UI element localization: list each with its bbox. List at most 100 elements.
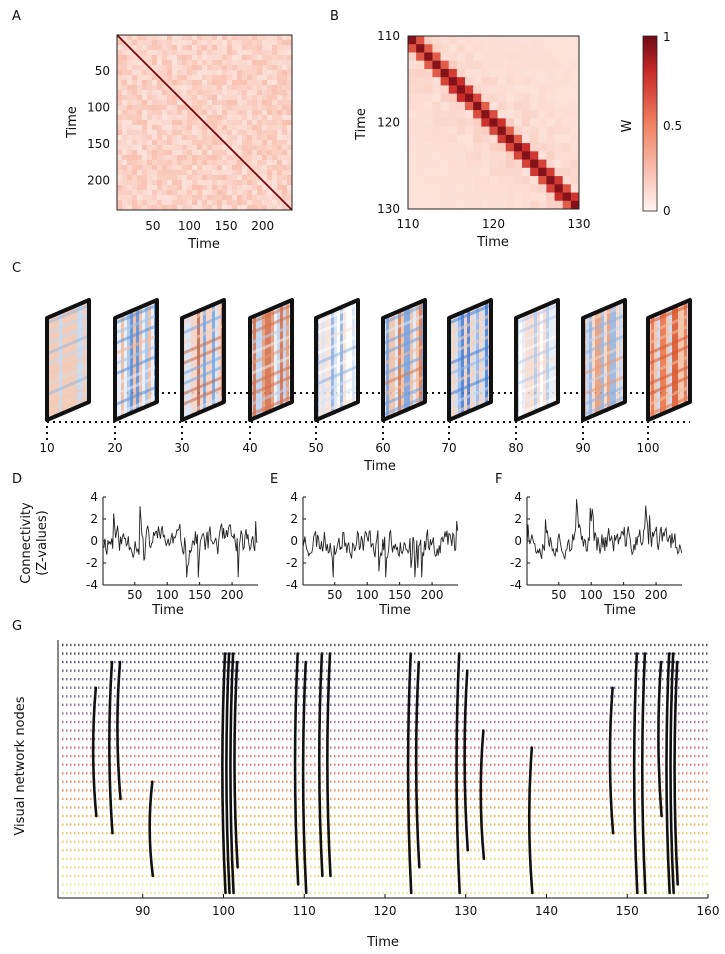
heatmap-a-cell	[122, 160, 128, 166]
heatmap-a-cell	[142, 45, 148, 51]
heatmap-a-cell	[192, 85, 198, 91]
xtick-label: 150	[388, 588, 411, 602]
heatmap-a-cell	[202, 125, 208, 131]
heatmap-a-cell	[257, 85, 263, 91]
heatmap-a-cell	[197, 160, 203, 166]
frame-stripe	[249, 364, 293, 386]
heatmap-b-cell	[570, 93, 580, 103]
heatmap-a-cell	[137, 195, 143, 201]
heatmap-b-cell	[440, 60, 450, 70]
heatmap-a-cell	[217, 55, 223, 61]
heatmap-a-cell	[237, 105, 243, 111]
heatmap-a-cell	[162, 180, 168, 186]
heatmap-a-cell	[122, 175, 128, 181]
frame-stripe	[515, 364, 559, 386]
heatmap-a-cell	[247, 65, 253, 71]
heatmap-a-cell	[172, 35, 178, 41]
panel-a-ylabel: Time	[65, 106, 80, 139]
heatmap-b-cell	[530, 101, 539, 111]
heatmap-a-cell	[232, 175, 238, 181]
frame-stripe	[114, 364, 158, 386]
heatmap-b-cell	[570, 68, 580, 78]
heatmap-b-cell	[448, 200, 458, 210]
ytick-label: 0	[90, 534, 98, 548]
heatmap-a-cell	[127, 185, 133, 191]
heatmap-a-cell	[202, 150, 208, 156]
heatmap-a-cell	[142, 175, 148, 181]
heatmap-a-cell	[267, 125, 273, 131]
heatmap-a-cell	[117, 70, 123, 76]
heatmap-a-cell	[217, 65, 223, 71]
heatmap-a-cell	[117, 135, 123, 141]
heatmap-b-cell	[424, 192, 433, 202]
heatmap-a-cell	[257, 40, 263, 46]
heatmap-a-cell	[282, 115, 288, 121]
frame-stripe	[582, 344, 626, 366]
heatmap-a-cell	[127, 180, 133, 186]
heatmap-b-cell	[546, 192, 555, 202]
heatmap-b-cell	[456, 118, 466, 127]
heatmap-b-cell	[424, 77, 433, 86]
heatmap-a-cell	[267, 45, 273, 51]
frame-stripe	[46, 313, 90, 335]
heatmap-a-cell	[152, 50, 158, 56]
heatmap-a-cell	[272, 110, 278, 116]
heatmap-b-cell	[456, 200, 466, 210]
heatmap-b-cell	[465, 167, 474, 177]
heatmap-a-cell	[192, 80, 198, 86]
heatmap-a-cell	[212, 85, 218, 91]
heatmap-a-cell	[182, 95, 188, 101]
heatmap-b-cell	[513, 93, 523, 103]
heatmap-b-cell	[408, 44, 417, 53]
heatmap-b-cell	[522, 192, 531, 202]
heatmap-a-cell	[127, 115, 133, 121]
heatmap-a-cell	[207, 120, 213, 126]
heatmap-b-cell	[497, 85, 507, 94]
heatmap-a-cell	[182, 70, 188, 76]
heatmap-b-cell	[432, 200, 441, 210]
heatmap-a-cell	[277, 105, 283, 111]
heatmap-a-cell	[207, 170, 213, 176]
heatmap-a-cell	[217, 75, 223, 81]
heatmap-a-cell	[282, 130, 288, 136]
heatmap-a-cell	[242, 200, 248, 206]
heatmap-a-cell	[182, 75, 188, 81]
frame-stripe	[315, 385, 359, 407]
panel-c-tick: 20	[107, 441, 122, 455]
frame-stripe	[382, 375, 426, 396]
heatmap-a-cell	[217, 100, 223, 106]
heatmap-b-cell	[489, 151, 498, 160]
heatmap-b-cell	[416, 143, 425, 152]
heatmap-b-cell	[546, 60, 555, 70]
heatmap-a-cell	[242, 40, 248, 46]
heatmap-a-cell	[227, 165, 233, 171]
heatmap-a-cell	[257, 55, 263, 61]
heatmap-b-cell	[448, 77, 458, 86]
heatmap-b-cell	[465, 192, 474, 202]
heatmap-a-cell	[252, 125, 258, 131]
heatmap-a-cell	[247, 160, 253, 166]
heatmap-a-cell	[272, 205, 278, 211]
ytick-label: 4	[290, 490, 298, 504]
heatmap-a-cell	[257, 165, 263, 171]
heatmap-a-cell	[137, 140, 143, 146]
heatmap-a-cell	[167, 90, 173, 96]
heatmap-a-cell	[252, 195, 258, 201]
heatmap-b-cell	[408, 36, 417, 45]
frame-stripe	[582, 375, 626, 396]
heatmap-b-cell	[505, 167, 515, 177]
heatmap-a-cell	[162, 95, 168, 101]
heatmap-a-cell	[267, 165, 273, 171]
heatmap-b-cell	[473, 143, 482, 152]
heatmap-b-cell	[481, 176, 490, 185]
heatmap-a-cell	[172, 110, 178, 116]
heatmap-a-cell	[232, 120, 238, 126]
heatmap-a-cell	[257, 145, 263, 151]
heatmap-a-cell	[142, 115, 148, 121]
heatmap-a-cell	[192, 100, 198, 106]
heatmap-a-cell	[207, 185, 213, 191]
frame-stripe	[515, 303, 559, 325]
heatmap-a-cell	[117, 170, 123, 176]
heatmap-b-cell	[562, 118, 572, 127]
panel-c: C 10 20 30 40 50 60 70 80 90 100 Time	[12, 261, 692, 474]
